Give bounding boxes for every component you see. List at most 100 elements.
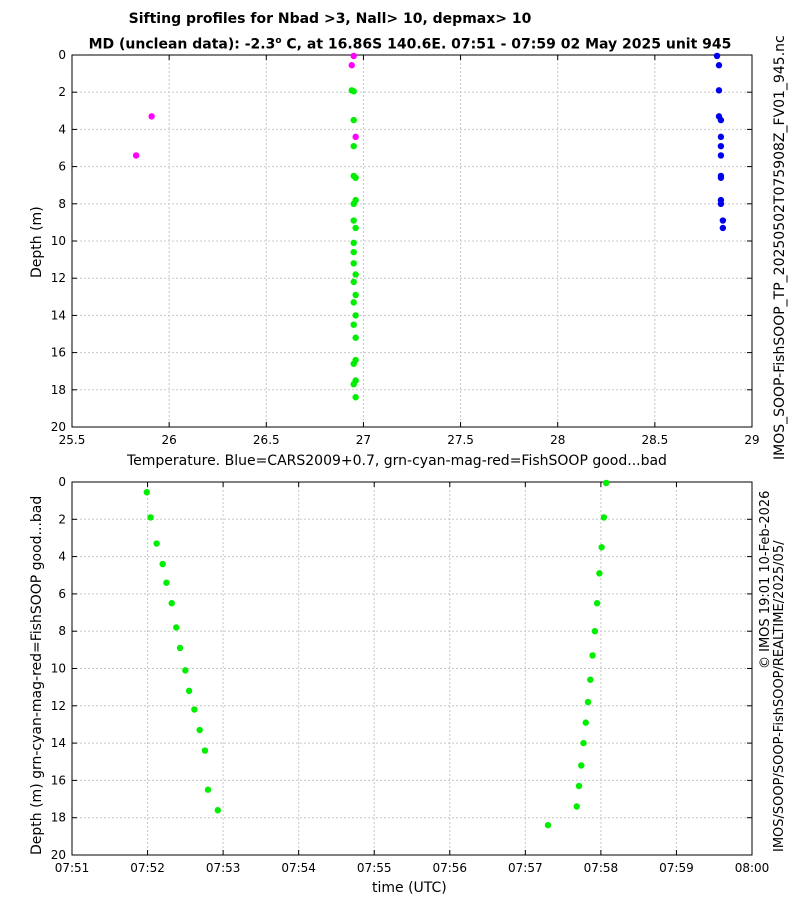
side-file-path: IMOS_SOOP-FishSOOP_TP_20250502T075908Z_F… — [772, 35, 788, 460]
top-chart-point-green — [350, 381, 357, 388]
top-chart-point-green — [352, 224, 359, 232]
top-chart-y-axis-label: Depth (m) — [29, 206, 45, 278]
bottom-chart-x-tick-label: 07:55 — [357, 861, 392, 875]
top-chart-point-green — [350, 200, 357, 207]
top-chart-point-magenta — [350, 52, 357, 60]
top-chart-y-tick-label: 14 — [51, 308, 66, 322]
top-chart-x-tick-label: 29 — [744, 433, 759, 447]
top-chart-point-green — [350, 88, 357, 95]
top-chart-point-green — [350, 116, 357, 124]
bottom-chart-plot-frame — [71, 481, 753, 856]
top-chart-point-blue — [719, 217, 727, 224]
bottom-chart-point-green — [575, 782, 583, 790]
bottom-chart-y-tick-label: 20 — [51, 848, 66, 862]
bottom-chart-point-green — [185, 687, 193, 695]
top-chart-point-green — [350, 299, 357, 306]
chart-title-line-2: MD (unclean data): -2.3o C, at 16.86S 14… — [10, 33, 800, 54]
bottom-chart-point-green — [176, 644, 184, 652]
bottom-chart-point-green — [591, 628, 599, 635]
degree-symbol: o — [275, 36, 282, 46]
top-chart-y-tick-label: 8 — [58, 197, 66, 211]
top-chart-y-tick-label: 12 — [51, 271, 66, 285]
top-chart-point-blue — [717, 200, 725, 207]
bottom-chart-point-green — [602, 479, 610, 487]
top-chart-point-green — [350, 239, 357, 247]
title-prefix: MD (unclean data): -2.3 — [88, 36, 276, 53]
bottom-chart-point-green — [578, 762, 585, 769]
top-chart-plot-frame — [71, 54, 753, 428]
top-chart-y-tick-label: 0 — [58, 48, 66, 62]
bottom-chart-x-tick-label: 07:56 — [432, 861, 467, 875]
top-chart-point-green — [350, 142, 357, 150]
top-chart-y-tick-label: 10 — [51, 234, 66, 248]
bottom-chart-x-tick-label: 07:52 — [130, 861, 165, 875]
bottom-chart-point-green — [163, 579, 170, 586]
side-credit: © IMOS 19:01 10-Feb-2026 — [758, 490, 773, 669]
top-chart-point-green — [350, 248, 357, 256]
bottom-chart-y-tick-label: 4 — [58, 550, 66, 564]
top-chart-point-green — [352, 271, 359, 278]
bottom-chart-point-green — [544, 821, 552, 829]
bottom-chart-x-tick-label: 07:51 — [55, 861, 90, 875]
bottom-chart-point-green — [584, 698, 592, 706]
bottom-chart-point-green — [201, 747, 209, 754]
bottom-chart-point-green — [173, 624, 180, 631]
top-chart-point-blue — [717, 133, 725, 141]
top-chart-x-axis-label: Temperature. Blue=CARS2009+0.7, grn-cyan… — [127, 453, 667, 469]
bottom-chart-x-tick-label: 07:53 — [206, 861, 241, 875]
bottom-chart-y-axis-label: Depth (m) grn-cyan-mag-red=FishSOOP good… — [29, 495, 45, 855]
title-suffix: C, at 16.86S 140.6E. 07:51 - 07:59 02 Ma… — [281, 36, 732, 53]
top-chart-point-magenta — [352, 133, 359, 141]
bottom-chart-point-green — [191, 706, 198, 713]
bottom-chart-x-tick-label: 07:58 — [584, 861, 619, 875]
bottom-chart-y-tick-label: 10 — [51, 662, 66, 676]
top-chart-point-blue — [715, 87, 723, 94]
bottom-chart-y-tick-label: 16 — [51, 773, 66, 787]
top-chart-point-green — [352, 334, 359, 341]
top-chart-x-tick-label: 25.5 — [59, 433, 86, 447]
bottom-chart-y-tick-label: 12 — [51, 699, 66, 713]
bottom-chart-x-tick-label: 08:00 — [735, 861, 770, 875]
bottom-chart-y-tick-label: 6 — [58, 587, 66, 601]
top-chart-point-green — [350, 360, 357, 367]
top-chart-x-tick-label: 27 — [356, 433, 371, 447]
top-chart-x-tick-label: 26.5 — [253, 433, 280, 447]
top-chart-x-tick-label: 26 — [162, 433, 177, 447]
bottom-chart-x-axis-label: time (UTC) — [372, 880, 447, 896]
bottom-chart-point-green — [196, 726, 203, 734]
bottom-chart-y-tick-label: 14 — [51, 736, 66, 750]
top-chart-point-green — [352, 174, 359, 181]
side-realtime-path: IMOS/SOOP/SOOP-FishSOOP/REALTIME/2025/05… — [772, 540, 787, 852]
bottom-chart-x-tick-label: 07:59 — [659, 861, 694, 875]
top-chart-y-tick-label: 4 — [58, 122, 66, 136]
top-chart-point-blue — [719, 224, 727, 232]
bottom-chart-point-green — [600, 514, 608, 521]
bottom-chart-point-green — [214, 807, 222, 814]
top-chart-point-blue — [717, 152, 725, 159]
bottom-chart-x-tick-label: 07:57 — [508, 861, 543, 875]
top-chart-point-green — [352, 291, 359, 299]
bottom-chart-point-green — [593, 600, 601, 607]
bottom-chart-x-tick-label: 07:54 — [281, 861, 316, 875]
top-chart-point-green — [350, 217, 357, 224]
top-chart-y-tick-label: 20 — [51, 420, 66, 434]
bottom-chart-point-green — [580, 739, 587, 747]
bottom-chart-point-green — [147, 514, 154, 521]
top-chart-point-blue — [717, 174, 725, 181]
top-chart-y-tick-label: 2 — [58, 85, 66, 99]
bottom-chart-point-green — [589, 652, 596, 659]
bottom-chart-point-green — [204, 786, 212, 793]
bottom-chart-y-tick-label: 2 — [58, 512, 66, 526]
bottom-chart-point-green — [582, 719, 589, 726]
top-chart-point-magenta — [348, 62, 355, 69]
top-chart-point-blue — [717, 116, 725, 124]
bottom-chart-y-tick-label: 0 — [58, 475, 66, 489]
top-chart-y-tick-label: 6 — [58, 160, 66, 174]
top-chart-point-blue — [717, 142, 725, 150]
bottom-chart-y-tick-label: 8 — [58, 624, 66, 638]
top-chart-point-magenta — [132, 152, 140, 159]
top-chart-y-tick-label: 16 — [51, 346, 66, 360]
top-chart-point-blue — [713, 52, 721, 60]
bottom-chart-point-green — [587, 676, 594, 683]
